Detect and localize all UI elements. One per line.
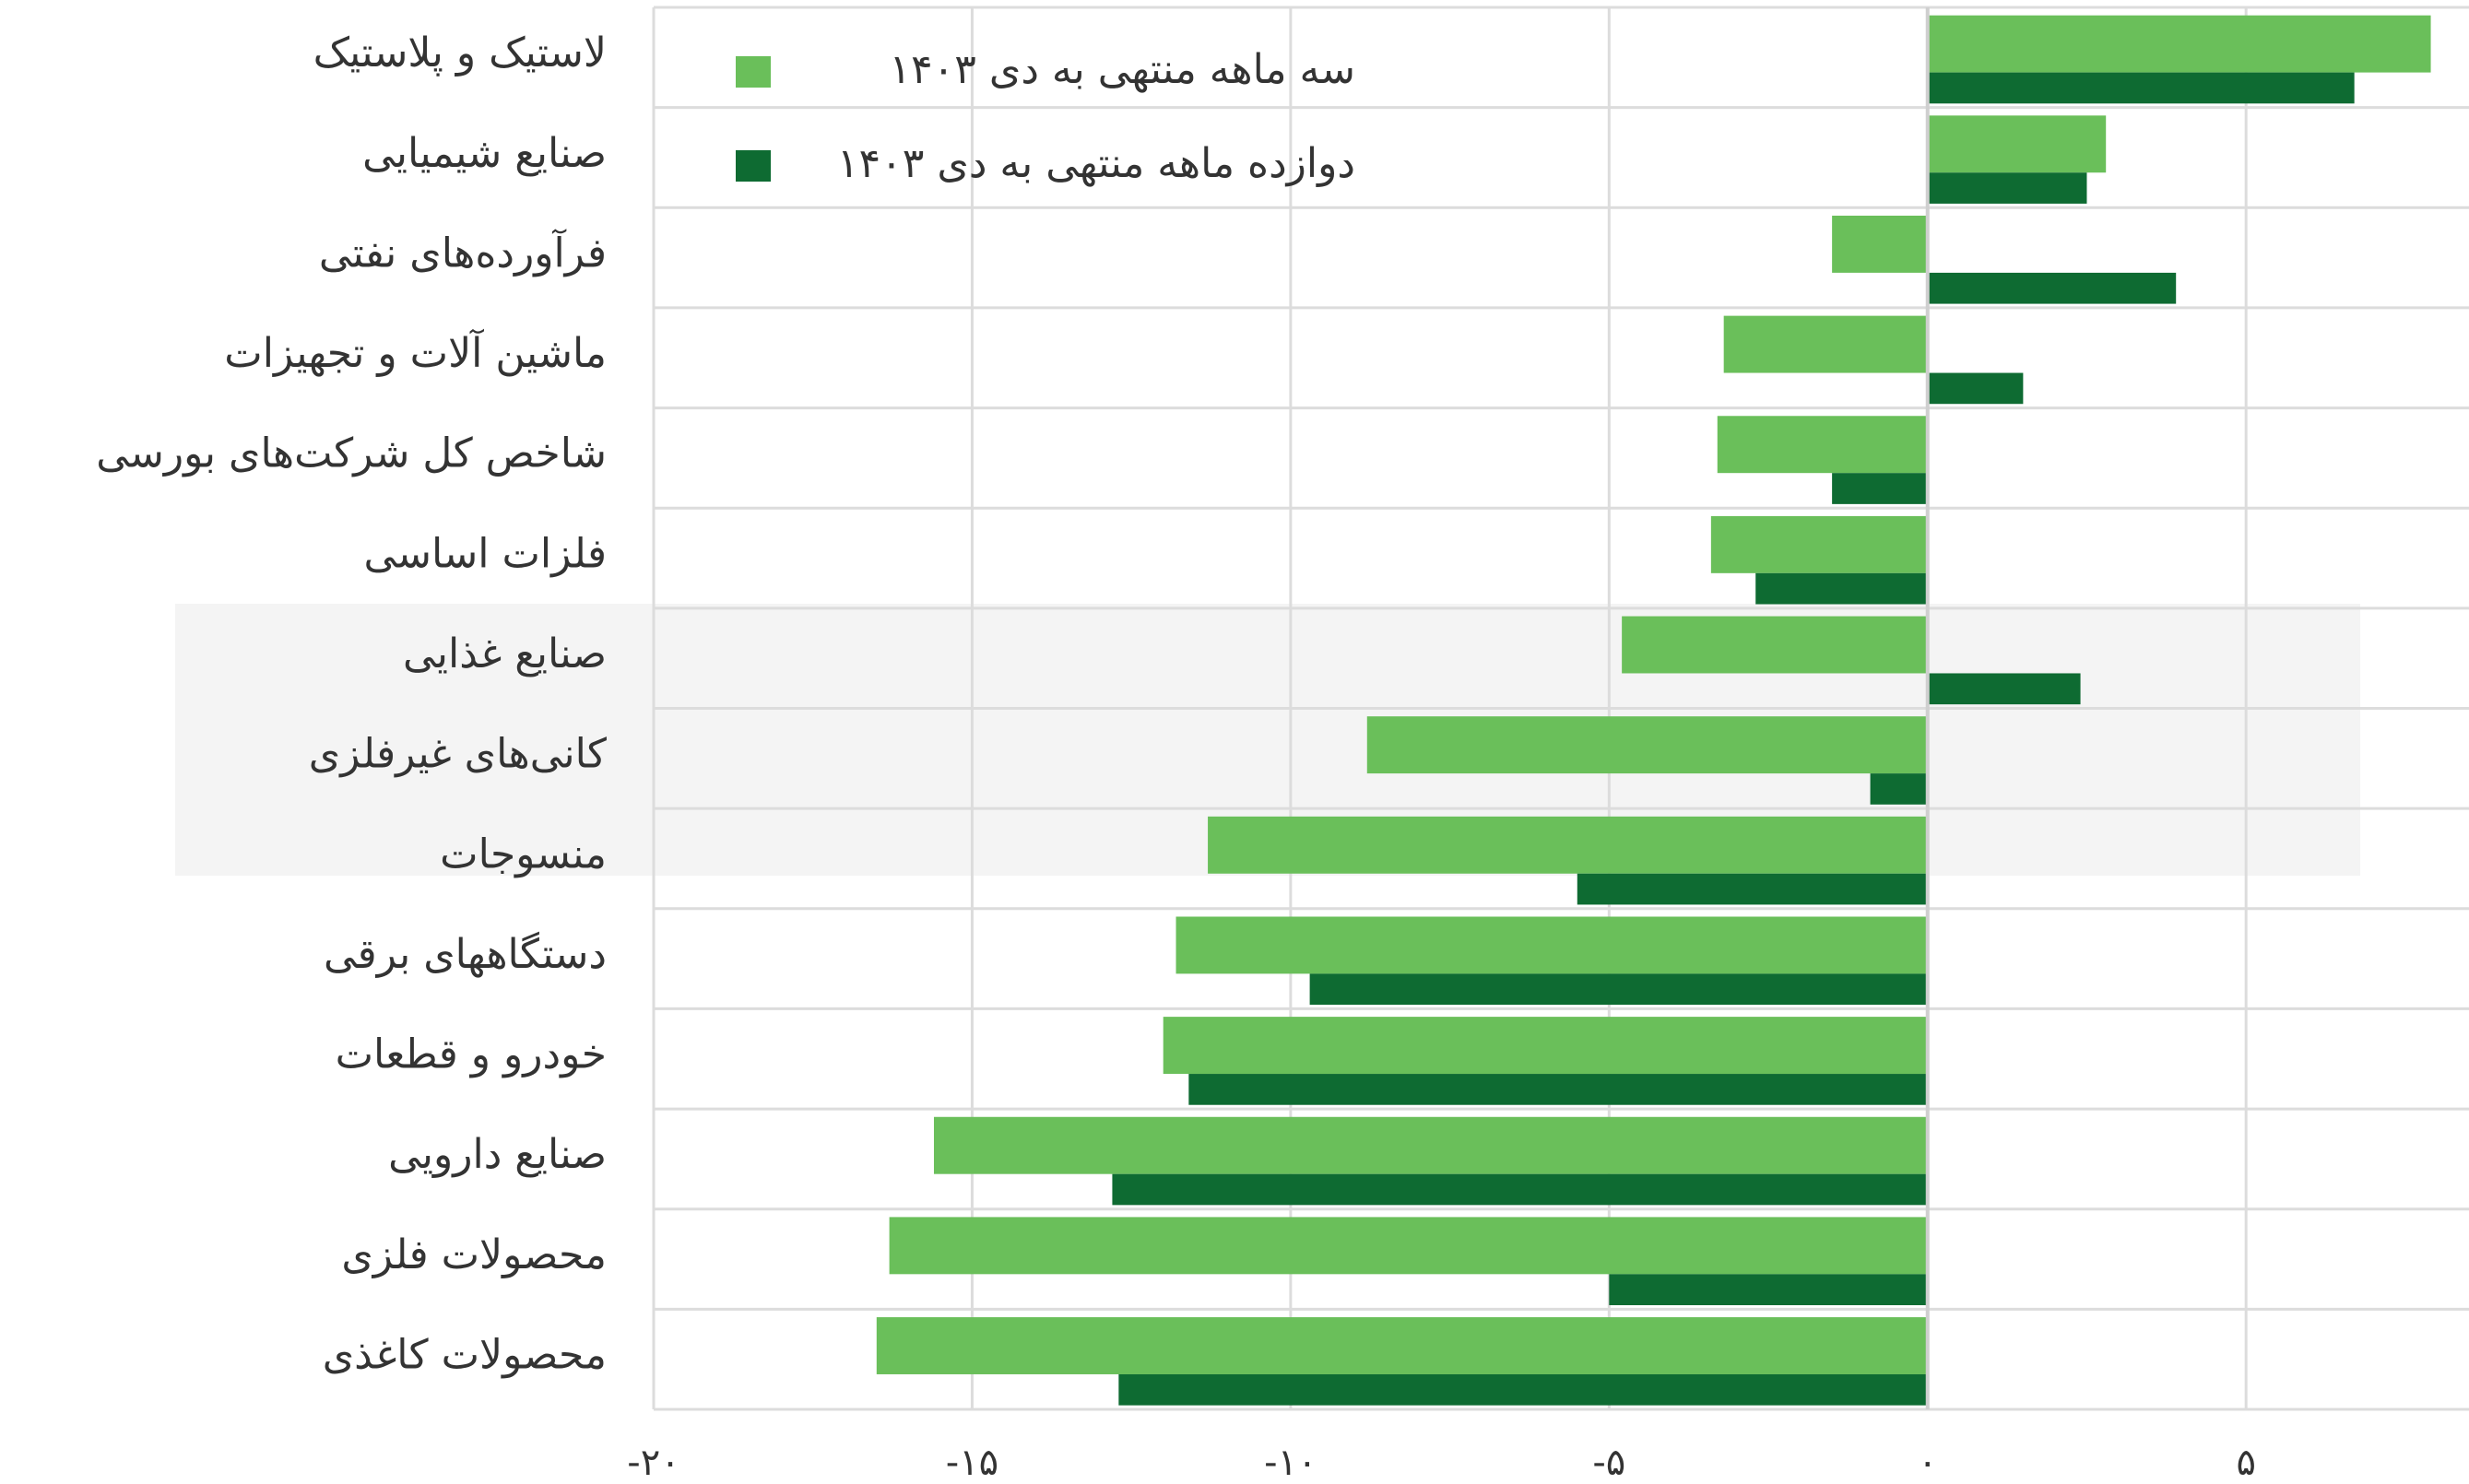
category-label: ماشین آلات و تجهیزات: [224, 328, 607, 377]
legend-label: سه ماهه منتهی به دی ۱۴۰۳: [889, 46, 1355, 93]
category-label: صنایع غذایی: [403, 630, 607, 677]
bar: [1927, 115, 2107, 173]
bar: [889, 1217, 1928, 1275]
x-tick-label: ۰: [1918, 1442, 1937, 1484]
legend-swatch: [736, 56, 771, 88]
category-label: صنایع دارویی: [388, 1131, 607, 1178]
bar: [1832, 473, 1928, 504]
bar: [1622, 616, 1928, 674]
bar: [1832, 215, 1928, 273]
bar: [1118, 1373, 1928, 1406]
bar: [1927, 372, 2024, 405]
bar: [1755, 572, 1928, 605]
category-label: محصولات کاغذی: [323, 1332, 607, 1379]
legend-swatch: [736, 150, 771, 182]
bar: [1577, 873, 1928, 905]
bar: [1366, 716, 1928, 774]
bar: [1609, 1274, 1928, 1306]
bar: [1112, 1173, 1928, 1206]
category-label: کانی‌های غیرفلزی: [309, 731, 607, 778]
bar: [1717, 416, 1928, 474]
bar: [1927, 272, 2177, 304]
category-label: منسوجات: [440, 830, 607, 877]
category-label: دستگاههای برقی: [324, 931, 607, 978]
bar: [1175, 916, 1928, 974]
x-tick-label: -۱۰: [1264, 1442, 1317, 1484]
bar: [1208, 816, 1928, 874]
bar: [1723, 315, 1928, 373]
category-label: فلزات اساسی: [363, 530, 607, 577]
x-tick-label: ۵: [2236, 1442, 2255, 1484]
bar: [1188, 1074, 1928, 1105]
bar: [1870, 773, 1928, 805]
category-label: لاستیک و پلاستیک: [313, 29, 607, 77]
bar: [1309, 973, 1928, 1006]
bar: [1710, 515, 1928, 573]
x-tick-label: -۵: [1592, 1442, 1625, 1484]
category-label: شاخص کل شرکت‌های بورسی: [96, 430, 607, 477]
x-tick-label: -۱۵: [946, 1442, 998, 1484]
bar: [1927, 15, 2431, 73]
category-label: فرآورده‌های نفتی: [319, 228, 607, 277]
category-label: محصولات فلزی: [341, 1231, 607, 1278]
bar: [1927, 172, 2087, 204]
bar: [1927, 673, 2081, 705]
bar: [1163, 1017, 1928, 1075]
bar: [933, 1116, 1928, 1174]
legend-label: دوازده ماهه منتهی به دی ۱۴۰۳: [837, 140, 1355, 187]
x-tick-label: -۲۰: [627, 1442, 679, 1484]
bar: [876, 1317, 1928, 1374]
category-label: صنایع شیمیایی: [362, 130, 607, 177]
bar: [1927, 72, 2355, 104]
category-label: خودرو و قطعات: [336, 1031, 607, 1078]
